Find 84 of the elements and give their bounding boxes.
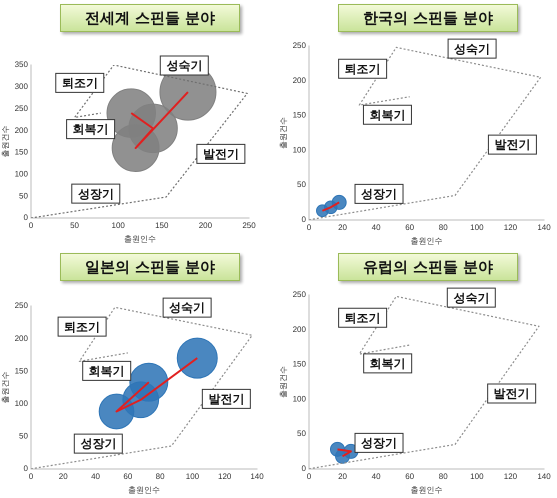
y-tick-label: 0	[301, 215, 306, 224]
annotation: 퇴조기	[64, 320, 100, 334]
y-tick-label: 100	[14, 169, 28, 178]
annotation: 성장기	[361, 436, 398, 450]
chart-title: 일본의 스핀들 분야	[60, 253, 240, 281]
annotation: 발전기	[494, 138, 530, 152]
annotation: 회복기	[369, 108, 406, 122]
annotation: 발전기	[202, 146, 239, 161]
x-tick-label: 40	[372, 222, 382, 232]
annotation: 성숙기	[166, 58, 202, 73]
y-tick-label: 50	[297, 180, 306, 190]
annotation: 성장기	[78, 186, 114, 201]
x-tick-label: 20	[58, 472, 68, 481]
x-axis-title: 출원인수	[410, 236, 442, 246]
annotation: 회복기	[88, 364, 125, 378]
annotation: 회복기	[72, 122, 109, 136]
y-tick-label: 200	[292, 76, 306, 85]
annotation: 성숙기	[453, 290, 490, 305]
annotation: 퇴조기	[62, 76, 98, 90]
annotation: 성장기	[80, 436, 116, 451]
y-tick-label: 150	[14, 148, 28, 157]
x-tick-label: 100	[111, 221, 126, 230]
annotation: 퇴조기	[344, 310, 381, 325]
x-tick-label: 250	[242, 221, 256, 230]
x-tick-label: 140	[537, 222, 552, 232]
x-tick-label: 120	[504, 472, 518, 481]
y-tick-label: 100	[14, 398, 28, 408]
x-tick-label: 200	[198, 221, 213, 230]
x-tick-label: 140	[250, 472, 264, 481]
x-axis-title: 출원인수	[128, 485, 160, 494]
y-tick-label: 200	[292, 324, 306, 334]
x-tick-label: 150	[155, 221, 169, 230]
y-axis-title: 출원건수	[1, 126, 10, 158]
y-tick-label: 150	[292, 360, 306, 369]
x-tick-label: 40	[372, 472, 382, 481]
x-tick-label: 100	[470, 472, 484, 481]
x-tick-label: 80	[156, 472, 166, 481]
y-tick-label: 0	[23, 213, 28, 222]
x-tick-label: 100	[470, 222, 484, 232]
x-tick-label: 140	[537, 472, 552, 481]
x-axis-title: 출원인수	[410, 485, 442, 494]
y-tick-label: 250	[14, 104, 28, 113]
x-tick-label: 60	[123, 472, 133, 481]
y-tick-label: 250	[292, 290, 306, 300]
y-tick-label: 150	[14, 366, 28, 376]
annotation: 성숙기	[454, 42, 490, 56]
chart-title: 유럽의 스핀들 분야	[338, 253, 518, 281]
annotation: 발전기	[208, 392, 244, 406]
x-tick-label: 120	[504, 222, 518, 232]
annotation: 발전기	[494, 386, 530, 401]
x-tick-label: 20	[338, 222, 348, 232]
chart-title: 전세계 스핀들 분야	[60, 4, 240, 32]
x-tick-label: 80	[438, 472, 448, 481]
y-tick-label: 150	[292, 110, 306, 120]
y-axis-title: 출원건수	[279, 116, 288, 149]
annotation: 성숙기	[169, 300, 206, 315]
y-tick-label: 300	[14, 82, 28, 92]
y-tick-label: 0	[23, 464, 28, 474]
chart-title: 한국의 스핀들 분야	[338, 4, 518, 32]
y-tick-label: 50	[19, 431, 28, 440]
annotation: 성장기	[361, 186, 398, 201]
y-tick-label: 250	[14, 301, 28, 310]
y-axis-title: 출원건수	[1, 371, 10, 404]
y-tick-label: 50	[19, 191, 28, 200]
annotation: 퇴조기	[344, 62, 381, 76]
x-tick-label: 100	[186, 472, 200, 481]
y-tick-label: 0	[301, 464, 306, 474]
x-tick-label: 40	[91, 472, 101, 481]
x-tick-label: 80	[438, 222, 448, 232]
x-axis-title: 출원인수	[124, 234, 156, 244]
y-tick-label: 50	[297, 429, 306, 438]
x-tick-label: 20	[338, 472, 348, 481]
y-tick-label: 200	[14, 334, 28, 343]
x-tick-label: 60	[405, 472, 415, 481]
y-tick-label: 200	[14, 126, 28, 135]
y-tick-label: 100	[292, 394, 306, 404]
y-tick-label: 350	[14, 60, 28, 70]
annotation: 회복기	[370, 356, 406, 370]
y-axis-title: 출원건수	[279, 366, 288, 398]
x-tick-label: 120	[218, 472, 232, 481]
x-tick-label: 60	[405, 222, 415, 232]
x-tick-label: 50	[70, 221, 80, 230]
y-tick-label: 100	[292, 145, 306, 154]
y-tick-label: 250	[292, 41, 306, 50]
